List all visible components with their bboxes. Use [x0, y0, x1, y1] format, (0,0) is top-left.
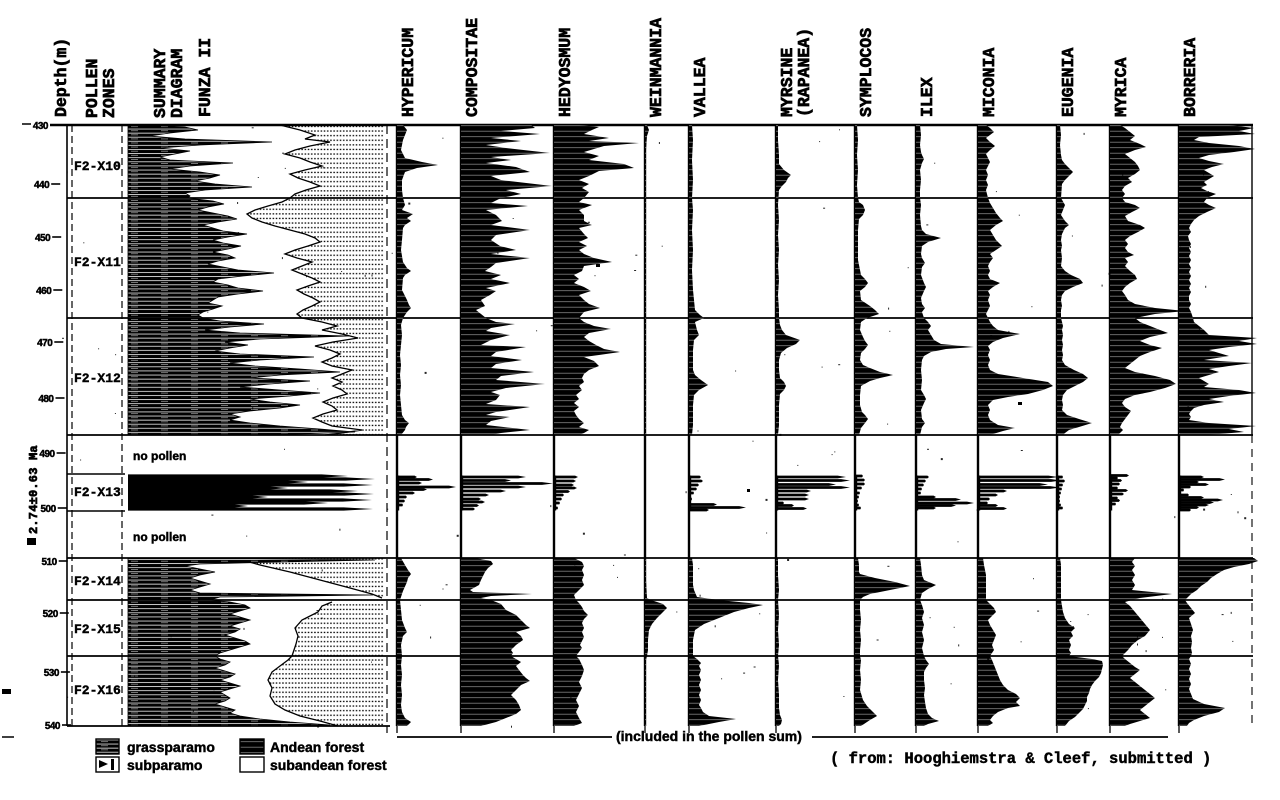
- svg-text:MICONIA: MICONIA: [980, 48, 999, 117]
- svg-text:F2-X15: F2-X15: [74, 622, 121, 637]
- svg-text:no pollen: no pollen: [133, 530, 186, 544]
- svg-text:ILEX: ILEX: [918, 77, 937, 117]
- svg-text:DIAGRAM: DIAGRAM: [168, 49, 187, 118]
- svg-text:520: 520: [43, 609, 59, 620]
- svg-text:SYMPLOCOS: SYMPLOCOS: [857, 28, 876, 117]
- svg-text:ZONES: ZONES: [100, 68, 119, 118]
- svg-text:COMPOSITAE: COMPOSITAE: [463, 18, 482, 117]
- svg-text:Depth(m): Depth(m): [52, 38, 71, 117]
- svg-text:480: 480: [38, 394, 54, 405]
- svg-text:SUMMARY: SUMMARY: [151, 49, 170, 118]
- svg-text:no pollen: no pollen: [133, 449, 186, 463]
- svg-text:F2-X11: F2-X11: [74, 255, 121, 270]
- svg-text:Andean forest: Andean forest: [270, 739, 364, 755]
- svg-text:FUNZA II: FUNZA II: [196, 38, 215, 117]
- svg-text:EUGENIA: EUGENIA: [1059, 48, 1078, 117]
- svg-text:grassparamo: grassparamo: [127, 739, 215, 755]
- svg-text:F2-X14: F2-X14: [74, 574, 121, 589]
- svg-text:WEINMANNIA: WEINMANNIA: [647, 18, 666, 117]
- svg-text:( from: Hooghiemstra & Cleef,: ( from: Hooghiemstra & Cleef, submitted …: [830, 750, 1211, 768]
- svg-text:MYRICA: MYRICA: [1112, 57, 1131, 117]
- svg-text:subparamo: subparamo: [127, 757, 202, 773]
- svg-text:430: 430: [33, 121, 49, 132]
- svg-text:subandean forest: subandean forest: [270, 757, 387, 773]
- svg-text:F2-X10: F2-X10: [74, 159, 121, 174]
- svg-text:470: 470: [37, 338, 53, 349]
- svg-text:2.74±0.63 Ma: 2.74±0.63 Ma: [27, 445, 41, 534]
- svg-text:450: 450: [35, 233, 51, 244]
- svg-text:HEDYOSMUM: HEDYOSMUM: [556, 28, 575, 117]
- svg-text:(included in the pollen sum): (included in the pollen sum): [616, 728, 802, 744]
- svg-text:BORRERIA: BORRERIA: [1181, 38, 1200, 117]
- svg-text:(RAPANEA): (RAPANEA): [795, 28, 814, 117]
- svg-text:440: 440: [34, 180, 50, 191]
- svg-text:460: 460: [36, 286, 52, 297]
- svg-text:500: 500: [41, 504, 57, 515]
- svg-text:F2-X16: F2-X16: [74, 683, 121, 698]
- svg-text:VALLEA: VALLEA: [691, 57, 710, 117]
- svg-text:MYRSINE: MYRSINE: [778, 48, 797, 117]
- svg-text:F2-X13: F2-X13: [74, 485, 121, 500]
- svg-text:HYPERICUM: HYPERICUM: [399, 28, 418, 117]
- svg-text:510: 510: [42, 557, 58, 568]
- svg-text:530: 530: [44, 668, 60, 679]
- svg-text:490: 490: [39, 449, 55, 460]
- svg-text:540: 540: [45, 721, 61, 732]
- svg-text:F2-X12: F2-X12: [74, 371, 121, 386]
- svg-text:POLLEN: POLLEN: [83, 59, 102, 118]
